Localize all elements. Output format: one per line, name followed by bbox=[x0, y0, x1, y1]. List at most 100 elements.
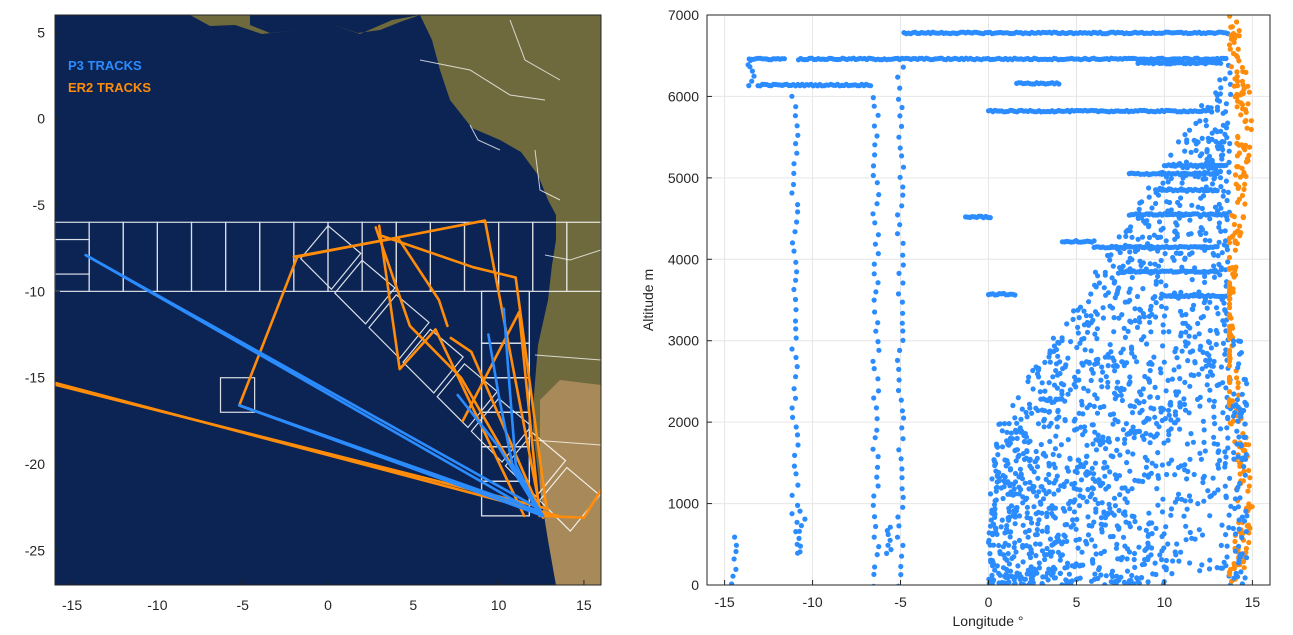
data-point bbox=[1189, 202, 1195, 208]
data-point bbox=[871, 571, 877, 578]
data-point bbox=[1237, 411, 1243, 417]
data-point bbox=[1245, 83, 1251, 89]
data-point bbox=[1043, 491, 1049, 497]
data-point bbox=[1180, 175, 1186, 181]
data-point bbox=[994, 563, 1000, 569]
data-point bbox=[987, 551, 993, 557]
data-point bbox=[1222, 449, 1228, 455]
data-point bbox=[1165, 541, 1171, 547]
data-point bbox=[1226, 512, 1232, 518]
data-point bbox=[900, 494, 906, 500]
data-point bbox=[1000, 495, 1006, 502]
data-point bbox=[1105, 510, 1111, 516]
data-point bbox=[1122, 436, 1128, 442]
data-point bbox=[1235, 384, 1241, 391]
data-point bbox=[1153, 281, 1159, 287]
data-point bbox=[872, 220, 878, 226]
data-point bbox=[1183, 329, 1189, 335]
data-point bbox=[1200, 479, 1206, 486]
plot-y-tick-label: 7000 bbox=[668, 7, 699, 23]
data-point bbox=[1081, 424, 1088, 430]
data-point bbox=[1020, 559, 1026, 565]
data-point bbox=[1205, 373, 1211, 379]
data-point bbox=[1047, 536, 1053, 542]
data-point bbox=[1191, 471, 1197, 478]
data-point bbox=[1182, 132, 1188, 138]
data-point bbox=[1125, 488, 1131, 494]
data-point bbox=[1046, 408, 1053, 415]
data-point bbox=[1074, 469, 1080, 476]
data-point bbox=[1218, 228, 1224, 234]
data-point bbox=[1103, 486, 1109, 492]
data-point bbox=[1093, 509, 1099, 515]
data-point bbox=[1160, 329, 1167, 335]
data-point bbox=[1236, 543, 1242, 549]
data-point bbox=[1154, 431, 1160, 437]
data-point bbox=[1091, 403, 1097, 409]
data-point bbox=[1098, 572, 1104, 578]
data-point bbox=[1160, 225, 1166, 231]
data-point bbox=[1072, 416, 1078, 422]
data-point bbox=[733, 566, 739, 573]
data-point bbox=[1226, 312, 1233, 318]
data-point bbox=[899, 408, 906, 414]
data-point bbox=[1189, 277, 1195, 283]
data-point bbox=[797, 543, 804, 549]
data-point bbox=[1159, 462, 1165, 468]
data-point bbox=[1165, 437, 1171, 443]
data-point bbox=[1208, 363, 1215, 369]
data-point bbox=[1234, 140, 1240, 146]
country-border bbox=[544, 249, 601, 261]
data-point bbox=[1236, 434, 1242, 440]
data-point bbox=[1089, 485, 1095, 491]
data-point bbox=[1196, 371, 1202, 377]
data-point bbox=[1215, 311, 1221, 317]
data-point bbox=[898, 572, 904, 578]
flight-track bbox=[449, 336, 545, 519]
data-point bbox=[1161, 440, 1167, 446]
data-point bbox=[871, 395, 877, 401]
data-point bbox=[874, 180, 880, 186]
data-point bbox=[1166, 432, 1172, 438]
data-point bbox=[1216, 239, 1222, 245]
data-point bbox=[1235, 199, 1241, 205]
data-point bbox=[1141, 314, 1147, 320]
data-point bbox=[1110, 421, 1116, 427]
data-point bbox=[1226, 289, 1233, 295]
data-point bbox=[899, 425, 905, 431]
data-point bbox=[1234, 83, 1241, 89]
data-point bbox=[1207, 327, 1213, 334]
data-point bbox=[1216, 261, 1222, 267]
data-point bbox=[1141, 334, 1147, 340]
data-point bbox=[1024, 414, 1030, 420]
data-point bbox=[1220, 380, 1226, 386]
data-point bbox=[789, 190, 795, 196]
data-point bbox=[1155, 450, 1161, 456]
data-point bbox=[1014, 435, 1020, 441]
data-point bbox=[1246, 539, 1252, 546]
data-point bbox=[1163, 388, 1169, 394]
data-point bbox=[1017, 466, 1024, 472]
data-point bbox=[1105, 384, 1111, 390]
data-point bbox=[1140, 286, 1146, 292]
data-point bbox=[797, 508, 803, 514]
data-point bbox=[1083, 359, 1090, 365]
data-point bbox=[1233, 181, 1239, 187]
data-point bbox=[1016, 513, 1023, 519]
data-point bbox=[1124, 556, 1130, 562]
data-point bbox=[1112, 295, 1118, 301]
data-point bbox=[871, 271, 877, 277]
data-point bbox=[1058, 442, 1064, 448]
map-y-tick-label: 5 bbox=[37, 24, 45, 40]
data-point bbox=[1026, 374, 1032, 380]
data-point bbox=[900, 328, 906, 334]
data-point bbox=[1015, 563, 1021, 569]
data-point bbox=[1035, 475, 1041, 481]
data-point bbox=[1004, 529, 1011, 535]
data-point bbox=[1164, 471, 1170, 478]
data-point bbox=[1246, 152, 1252, 158]
data-point bbox=[1057, 359, 1063, 365]
data-point bbox=[1030, 386, 1036, 392]
data-point bbox=[1109, 275, 1115, 281]
